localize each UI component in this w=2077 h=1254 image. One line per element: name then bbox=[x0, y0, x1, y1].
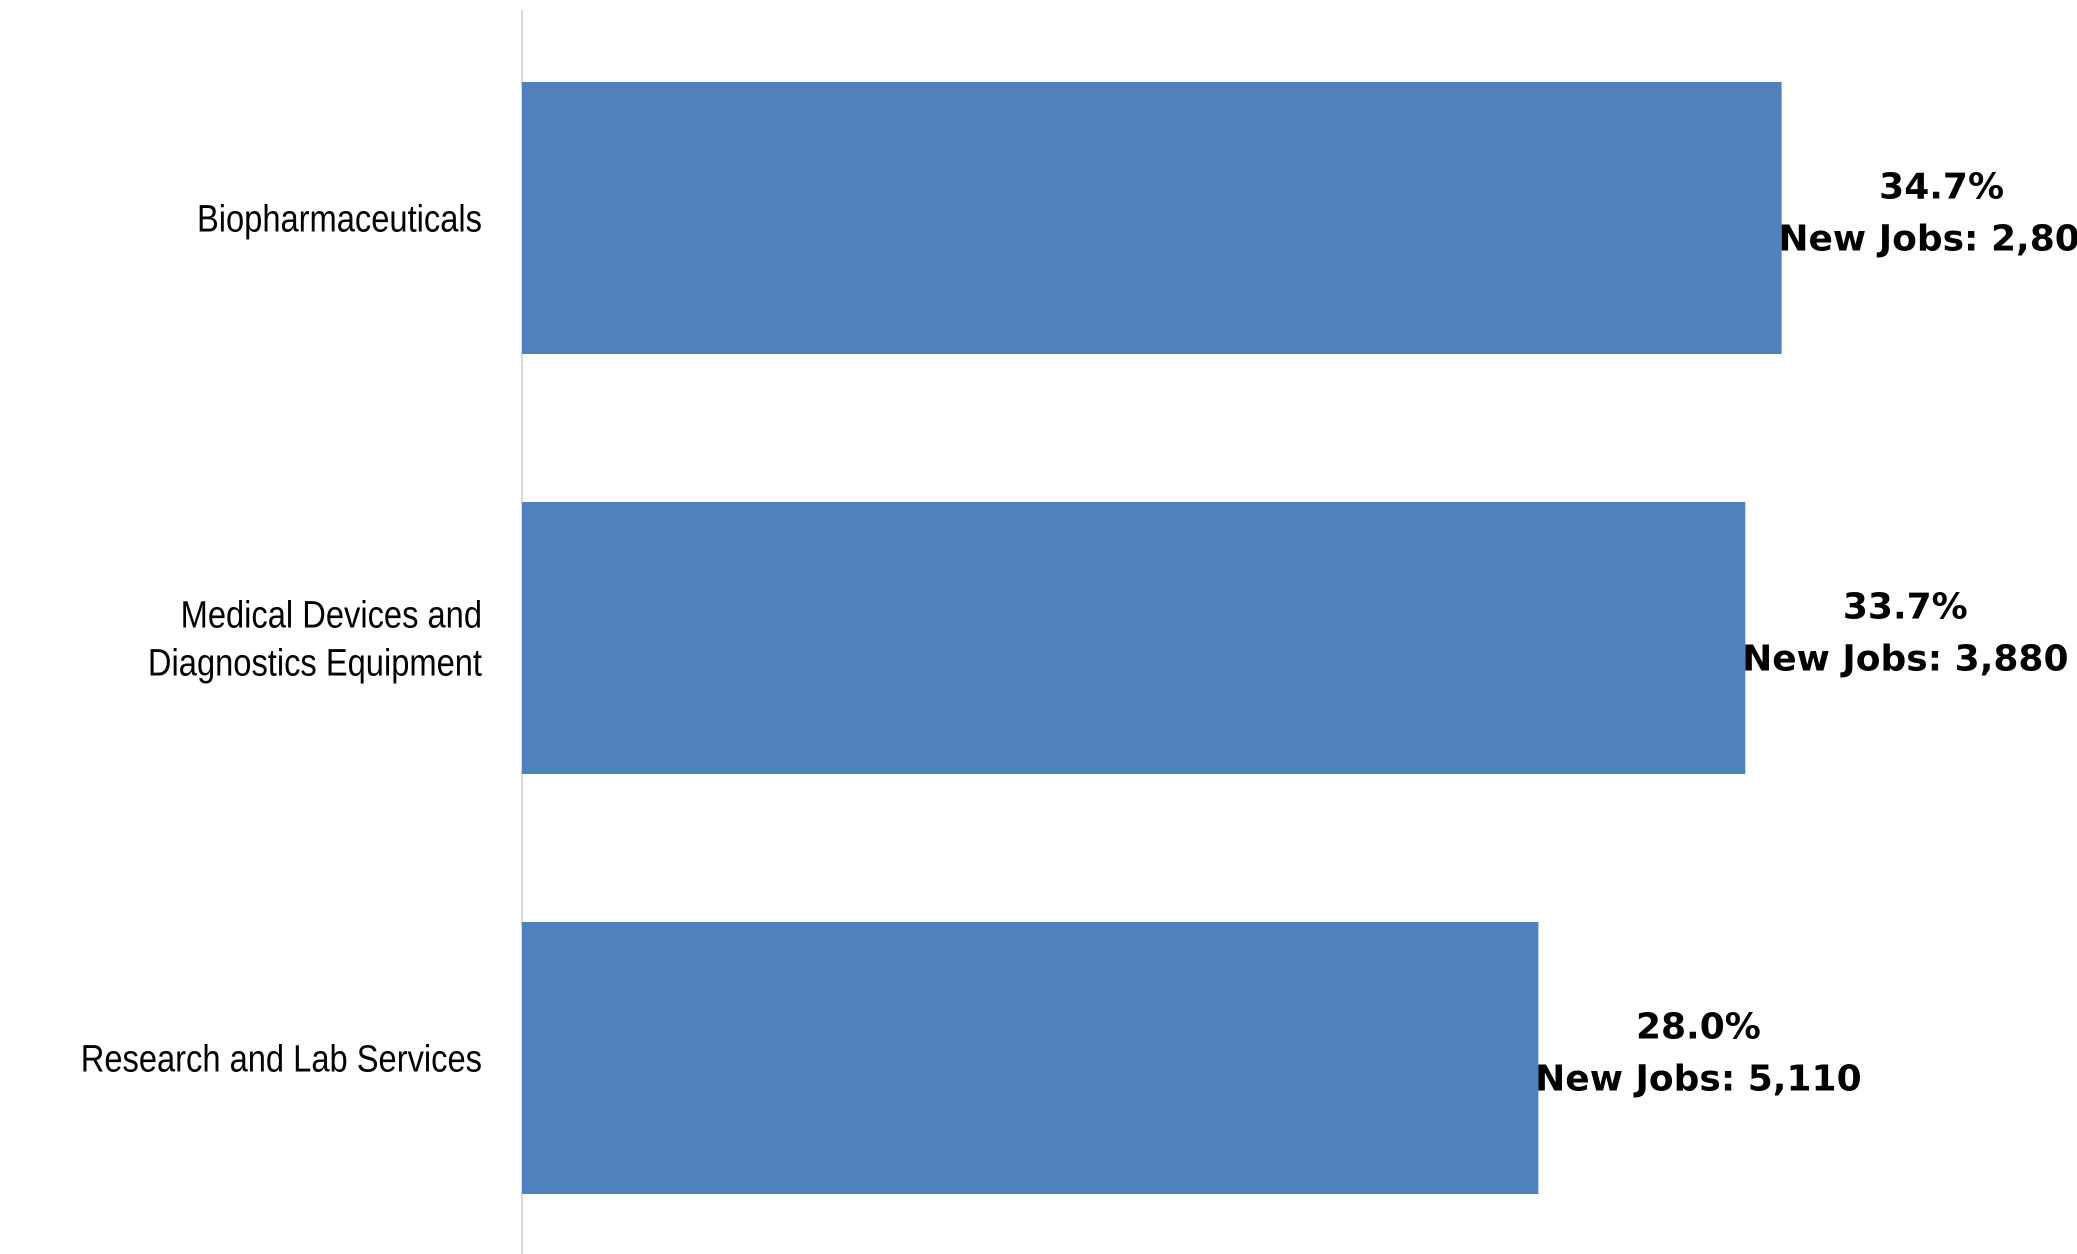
new-jobs-label: New Jobs: 2,800 bbox=[1778, 219, 2077, 260]
new-jobs-label: New Jobs: 5,110 bbox=[1535, 1059, 1861, 1100]
category-label-line: Biopharmaceuticals bbox=[197, 197, 482, 240]
bar bbox=[522, 502, 1745, 774]
bars-group bbox=[522, 82, 1782, 1194]
value-label: 34.7% bbox=[1879, 167, 2004, 208]
category-label-line: Medical Devices and bbox=[181, 593, 482, 636]
bar bbox=[522, 922, 1538, 1194]
value-label: 33.7% bbox=[1843, 587, 1968, 628]
category-label-line: Diagnostics Equipment bbox=[148, 641, 482, 684]
new-jobs-label: New Jobs: 3,880 bbox=[1742, 639, 2068, 680]
category-label: Research and Lab Services bbox=[81, 1037, 482, 1080]
category-label: Medical Devices and Diagnostics Equipment bbox=[148, 593, 482, 684]
category-label: Biopharmaceuticals bbox=[197, 197, 482, 240]
bar bbox=[522, 82, 1782, 354]
value-label: 28.0% bbox=[1636, 1007, 1761, 1048]
category-labels: Biopharmaceuticals Medical Devices and Dia… bbox=[81, 197, 482, 1080]
category-label-line: Research and Lab Services bbox=[81, 1037, 482, 1080]
